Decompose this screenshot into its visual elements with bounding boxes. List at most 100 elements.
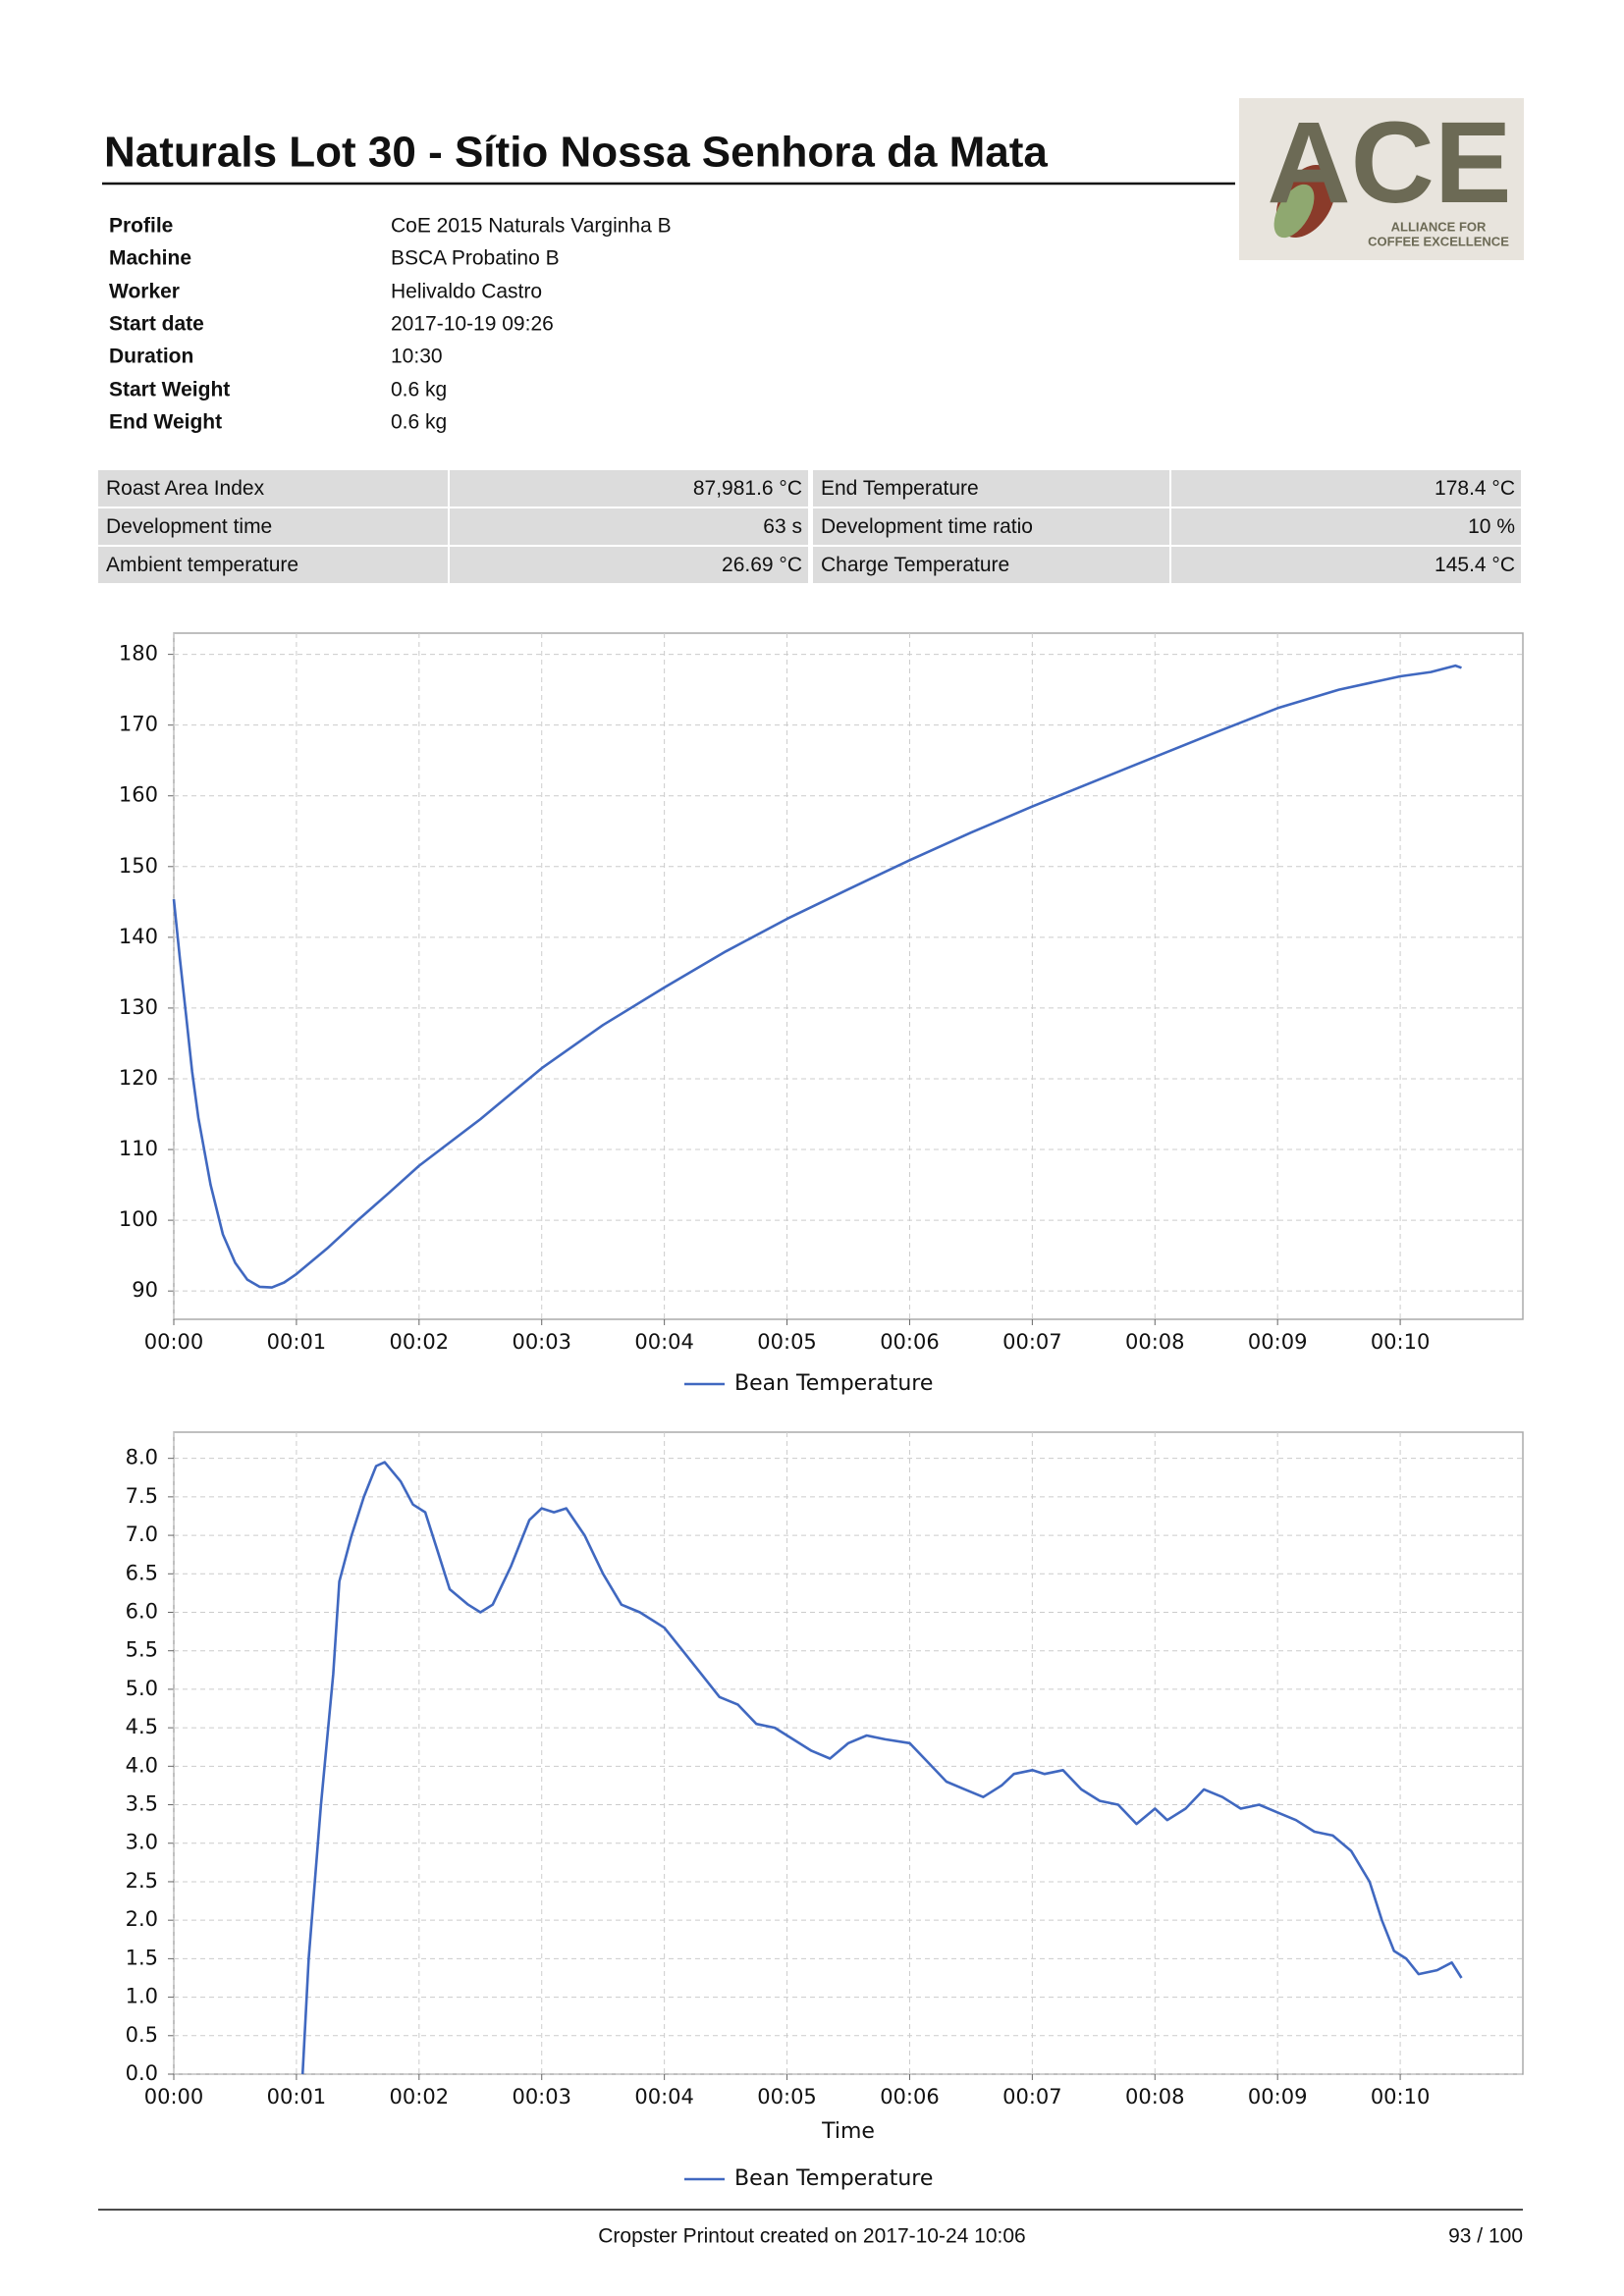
info-value: Helivaldo Castro [391,281,542,303]
y-tick-label: 140 [119,925,158,948]
y-tick-label: 5.0 [126,1677,158,1700]
logo: ACE ALLIANCE FOR COFFEE EXCELLENCE [1239,98,1524,260]
y-tick-label: 110 [119,1137,158,1160]
x-tick-label: 00:08 [1125,2085,1185,2109]
stats-cell [1171,547,1521,583]
page-title: Naturals Lot 30 - Sítio Nossa Senhora da… [104,129,1048,177]
stats-value: 63 s [763,515,802,538]
x-axis-label: Time [821,2119,875,2144]
plot-area [173,1431,1524,2075]
y-tick-label: 150 [119,854,158,878]
y-tick-label: 130 [119,995,158,1019]
y-tick-label: 7.5 [126,1484,158,1508]
footer-text: Cropster Printout created on 2017-10-24 … [598,2225,1025,2248]
stats-label: End Temperature [821,477,979,500]
x-tick-label: 00:10 [1371,2085,1431,2109]
y-tick-label: 2.5 [126,1869,158,1893]
stats-cell [450,547,808,583]
stats-cell [98,508,448,545]
x-tick-label: 00:01 [267,2085,327,2109]
data-line [172,664,1462,1289]
chart: 0.0 0.5 1.0 1.5 2.0 2.5 3.0 3.5 4.0 4.5 5.0 5.5 6.0 6… [126,1431,1524,2191]
page-number: 93 / 100 [1448,2225,1523,2248]
info-label: Duration [109,346,193,368]
y-tick-label: 160 [119,783,158,807]
x-tick-label: 00:10 [1371,1330,1431,1354]
y-tick-label: 120 [119,1066,158,1090]
x-tick-label: 00:00 [144,1330,204,1354]
y-tick-label: 5.5 [126,1638,158,1662]
info-label: Start Weight [109,379,230,401]
y-tick-label: 7.0 [126,1522,158,1546]
y-tick-label: 90 [132,1278,158,1302]
info-value: CoE 2015 Naturals Varginha B [391,215,672,238]
x-tick-label: 00:03 [512,2085,571,2109]
y-tick-label: 100 [119,1207,158,1231]
x-tick-label: 00:07 [1002,2085,1062,2109]
y-tick-label: 8.0 [126,1446,158,1469]
stats-cell [98,547,448,583]
stats-cell [813,508,1169,545]
stats-label: Roast Area Index [106,477,265,500]
y-tick-label: 0.5 [126,2023,158,2047]
y-tick-label: 2.0 [126,1907,158,1931]
logo-mark: ACE [1267,98,1511,228]
info-label: Machine [109,247,191,270]
x-tick-label: 00:02 [390,1330,450,1354]
stats-label: Development time [106,515,272,538]
x-tick-label: 00:06 [880,2085,940,2109]
y-tick-label: 1.5 [126,1946,158,1969]
y-tick-label: 6.5 [126,1561,158,1584]
x-tick-label: 00:07 [1002,1330,1062,1354]
y-tick-label: 6.0 [126,1599,158,1623]
x-tick-label: 00:03 [512,1330,571,1354]
x-tick-label: 00:04 [634,2085,694,2109]
stats-value: 178.4 °C [1435,477,1515,500]
info-value: 10:30 [391,346,443,368]
stats-label: Charge Temperature [821,554,1009,576]
y-tick-label: 4.0 [126,1753,158,1777]
info-value: 2017-10-19 09:26 [391,313,554,336]
x-tick-label: 00:09 [1248,2085,1308,2109]
stats-cell [1171,508,1521,545]
y-tick-label: 180 [119,642,158,666]
info-value: BSCA Probatino B [391,247,560,270]
stats-value: 145.4 °C [1435,554,1515,576]
x-tick-label: 00:01 [267,1330,327,1354]
stats-cell [813,470,1169,507]
stats-cell [450,470,808,507]
stats-cell [98,470,448,507]
x-tick-label: 00:00 [144,2085,204,2109]
x-tick-label: 00:05 [757,1330,817,1354]
logo-tagline: COFFEE EXCELLENCE [1368,234,1509,248]
x-tick-label: 00:05 [757,2085,817,2109]
stats-cell [1171,470,1521,507]
logo-tagline: ALLIANCE FOR [1391,219,1487,234]
logo-leaf [1273,184,1315,239]
stats-value: 26.69 °C [722,554,802,576]
stats-cell [813,547,1169,583]
y-tick-label: 3.0 [126,1831,158,1854]
info-label: End Weight [109,411,222,434]
stats-value: 87,981.6 °C [693,477,802,500]
info-label: Start date [109,313,204,336]
y-tick-label: 4.5 [126,1715,158,1738]
stats-label: Ambient temperature [106,554,298,576]
x-tick-label: 00:09 [1248,1330,1308,1354]
x-tick-label: 00:08 [1125,1330,1185,1354]
x-tick-label: 00:04 [634,1330,694,1354]
y-tick-label: 170 [119,713,158,736]
stats-label: Development time ratio [821,515,1033,538]
x-tick-label: 00:02 [390,2085,450,2109]
y-tick-label: 1.0 [126,1985,158,2008]
chart: 90 100 110 120 130 140 150 160 170 180 00:00 00:01 0… [119,632,1524,1396]
info-label: Worker [109,281,180,303]
stats-cell [450,508,808,545]
info-value: 0.6 kg [391,379,447,401]
legend-label: Bean Temperature [734,2166,933,2191]
data-line [300,1461,1463,2075]
x-tick-label: 00:06 [880,1330,940,1354]
stats-value: 10 % [1468,515,1515,538]
